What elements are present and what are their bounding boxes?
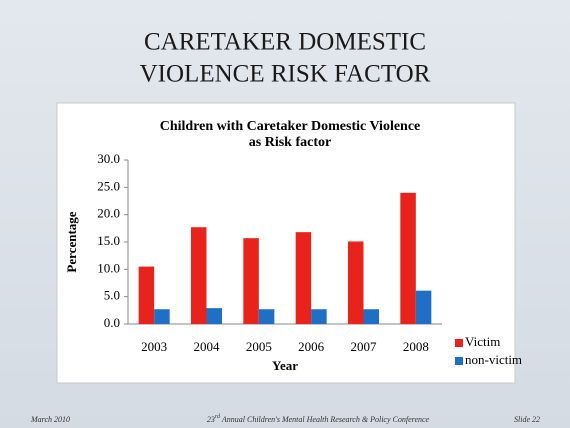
y-tick-label: 30.0 bbox=[97, 151, 120, 166]
bar bbox=[400, 192, 416, 324]
bar bbox=[191, 227, 207, 324]
bar bbox=[258, 309, 275, 324]
y-tick-label: 10.0 bbox=[97, 260, 120, 275]
bar bbox=[206, 308, 222, 324]
y-tick-label: 15.0 bbox=[97, 233, 120, 248]
footer-text: Annual Children's Mental Health Research… bbox=[220, 415, 430, 424]
slide-title: VIOLENCE RISK FACTOR bbox=[140, 61, 431, 88]
y-axis-label: Percentage bbox=[64, 211, 79, 272]
footer-number: 23 bbox=[207, 415, 215, 424]
x-tick-label: 2004 bbox=[194, 339, 221, 354]
y-tick-label: 25.0 bbox=[97, 178, 120, 193]
legend-label: Victim bbox=[465, 334, 500, 349]
bar bbox=[363, 309, 379, 324]
footer-suffix: rd bbox=[215, 414, 221, 420]
bar bbox=[311, 309, 327, 324]
x-axis-label: Year bbox=[272, 358, 298, 373]
chart-title: as Risk factor bbox=[249, 135, 331, 150]
bar bbox=[348, 241, 364, 324]
legend-swatch bbox=[455, 339, 463, 347]
x-tick-label: 2007 bbox=[351, 339, 378, 354]
footer-conference: 23rd Annual Children's Mental Health Res… bbox=[207, 414, 430, 423]
y-tick-label: 20.0 bbox=[97, 206, 120, 221]
x-tick-label: 2005 bbox=[246, 339, 272, 354]
bar bbox=[295, 232, 312, 324]
bar bbox=[138, 266, 155, 324]
y-tick-label: 5.0 bbox=[104, 288, 120, 303]
slide-title: CARETAKER DOMESTIC bbox=[144, 29, 426, 56]
footer-date: March 2010 bbox=[30, 415, 70, 424]
plot: 0.0 5.0 10.0 15.0 20.0 25.0 30.0 2003 2004 2005 20… bbox=[97, 151, 522, 367]
bar bbox=[243, 238, 259, 324]
x-tick-label: 2006 bbox=[298, 339, 325, 354]
legend-label: non-victim bbox=[465, 352, 522, 367]
footer-slide: Slide 22 bbox=[514, 415, 540, 424]
y-tick-label: 0.0 bbox=[104, 315, 120, 330]
chart-frame bbox=[56, 102, 516, 384]
x-tick-label: 2003 bbox=[141, 339, 167, 354]
bar bbox=[154, 309, 170, 324]
chart-title: Children with Caretaker Domestic Violenc… bbox=[160, 119, 421, 134]
bar bbox=[415, 290, 432, 324]
x-tick-label: 2008 bbox=[403, 339, 429, 354]
legend-swatch bbox=[455, 357, 463, 365]
